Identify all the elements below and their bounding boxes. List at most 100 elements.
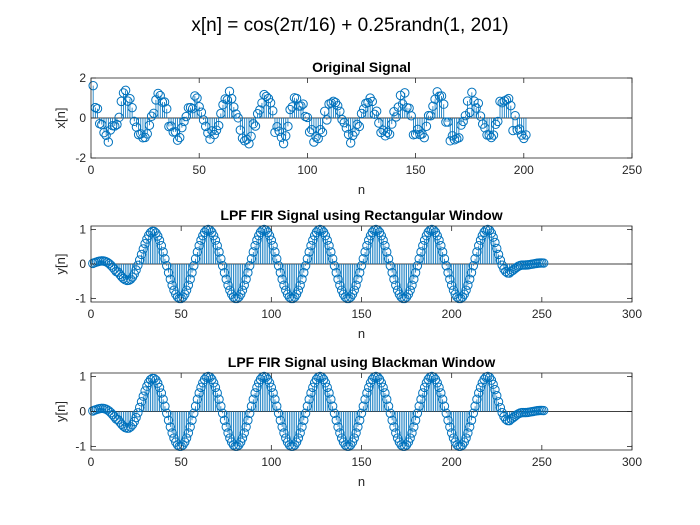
stem-marker [465, 107, 475, 118]
stem-marker [285, 104, 295, 115]
stem-marker [369, 109, 380, 119]
stem-marker [268, 106, 278, 116]
stem-marker [468, 408, 479, 418]
stem-marker [434, 235, 444, 245]
stem-marker [226, 93, 237, 104]
stem-marker [468, 261, 479, 271]
subplot-title: LPF FIR Signal using Blackman Window [228, 354, 496, 370]
stem-markers [88, 224, 549, 304]
stem-marker [172, 135, 183, 145]
stem-marker [367, 96, 378, 107]
x-tick-label: 50 [193, 163, 207, 177]
stem-marker [463, 280, 473, 290]
stem-marker [273, 261, 284, 271]
stem-marker [308, 382, 318, 393]
stem-marker [214, 247, 224, 257]
stem-marker [214, 394, 224, 405]
stem-marker [391, 428, 401, 438]
stem-marker [493, 249, 504, 260]
stem-marker [277, 422, 287, 432]
stem-marker [154, 382, 165, 393]
stem-marker [358, 104, 369, 114]
y-tick-label: 2 [79, 71, 86, 85]
y-tick-label: -1 [75, 440, 86, 454]
stem-marker [187, 267, 197, 278]
stem-marker [473, 98, 484, 108]
x-tick-label: 50 [174, 307, 188, 321]
stem-marker [162, 104, 172, 114]
stem-marker [492, 243, 502, 254]
x-tick-label: 250 [532, 455, 552, 469]
stem-marker [469, 96, 479, 106]
stem-marker [255, 105, 265, 115]
stem-marker [129, 116, 139, 127]
stem-marker [492, 390, 502, 401]
stem-marker [165, 422, 176, 432]
stem-marker [243, 267, 253, 278]
stem-marker [475, 382, 486, 393]
stem-marker [463, 428, 473, 438]
stem-marker [339, 117, 349, 128]
stem-marker [385, 261, 396, 271]
stem-marker [302, 112, 313, 123]
stem-marker [465, 422, 475, 432]
stem-marker [275, 415, 286, 425]
stem-marker [470, 254, 480, 264]
stem-marker [419, 235, 430, 245]
stem-marker [104, 258, 114, 269]
stem-marker [337, 114, 347, 125]
stem-marker [304, 247, 314, 257]
stem-marker [354, 121, 365, 132]
stem-marker [162, 261, 172, 271]
stem-marker [293, 285, 304, 295]
stem-marker [472, 394, 482, 405]
stem-marker [306, 241, 316, 251]
stem-marker [177, 122, 187, 133]
stem-marker [237, 433, 248, 443]
stem-marker [185, 274, 195, 284]
stem-marker [320, 106, 330, 117]
stem-marker [332, 101, 343, 111]
stem-marker [371, 106, 382, 116]
stem-marker [125, 274, 136, 284]
stem-marker [351, 280, 361, 290]
stem-marker [203, 128, 213, 138]
stem-marker [281, 131, 291, 141]
stem-marker [391, 280, 401, 290]
stem-marker [116, 96, 126, 107]
stem-marker [466, 267, 477, 278]
stem-marker [283, 121, 293, 132]
stem-marker [246, 131, 256, 142]
stem-marker [194, 241, 204, 251]
stem-marker [387, 415, 397, 425]
x-tick-label: 200 [442, 455, 462, 469]
stem-marker [322, 115, 332, 125]
stem-marker [183, 428, 194, 438]
stem-marker [163, 267, 174, 278]
stem-marker [308, 235, 318, 245]
stem-marker [237, 133, 248, 143]
stem-marker [221, 422, 231, 432]
stem-marker [484, 130, 494, 140]
stem-marker [155, 90, 165, 101]
x-tick-label: 50 [174, 455, 188, 469]
stem-marker [192, 93, 202, 103]
stem-marker [272, 254, 282, 264]
stem-marker [246, 254, 257, 264]
subplot-title: Original Signal [312, 59, 411, 75]
stem-marker [125, 422, 136, 432]
y-axis-label: y[n] [53, 401, 68, 422]
stem-marker [407, 428, 417, 438]
stem-marker [322, 382, 332, 393]
stem-marker [208, 230, 219, 241]
stem-marker [327, 254, 338, 264]
x-tick-label: 150 [351, 455, 371, 469]
stem-marker [437, 247, 448, 257]
stem-marker [467, 87, 477, 98]
stem-marker [454, 133, 464, 143]
stem-marker [351, 428, 361, 438]
x-tick-label: 150 [406, 163, 426, 177]
stem-marker [472, 247, 482, 257]
stem-marker [354, 267, 365, 278]
